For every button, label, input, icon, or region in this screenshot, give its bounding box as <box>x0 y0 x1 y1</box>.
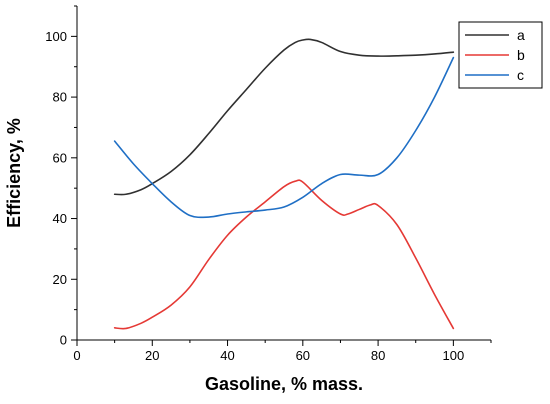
x-tick-label: 100 <box>443 348 465 363</box>
y-axis-title: Efficiency, % <box>4 118 24 228</box>
axes <box>71 6 491 346</box>
y-tick-label: 0 <box>60 333 67 348</box>
legend-label-a: a <box>517 27 525 43</box>
x-axis-title: Gasoline, % mass. <box>205 374 363 394</box>
legend: abc <box>459 22 542 88</box>
y-tick-label: 80 <box>53 90 67 105</box>
x-tick-label: 0 <box>73 348 80 363</box>
legend-label-b: b <box>517 47 525 63</box>
x-tick-label: 40 <box>220 348 234 363</box>
y-tick-label: 60 <box>53 150 67 165</box>
x-tick-label: 80 <box>371 348 385 363</box>
series-line-a <box>115 39 454 194</box>
series-line-b <box>115 180 454 329</box>
plot-lines <box>115 39 454 328</box>
legend-label-c: c <box>517 67 524 83</box>
series-line-c <box>115 58 454 218</box>
y-tick-label: 20 <box>53 272 67 287</box>
x-tick-label: 60 <box>296 348 310 363</box>
y-tick-label: 40 <box>53 211 67 226</box>
x-tick-label: 20 <box>145 348 159 363</box>
y-tick-label: 100 <box>45 29 67 44</box>
